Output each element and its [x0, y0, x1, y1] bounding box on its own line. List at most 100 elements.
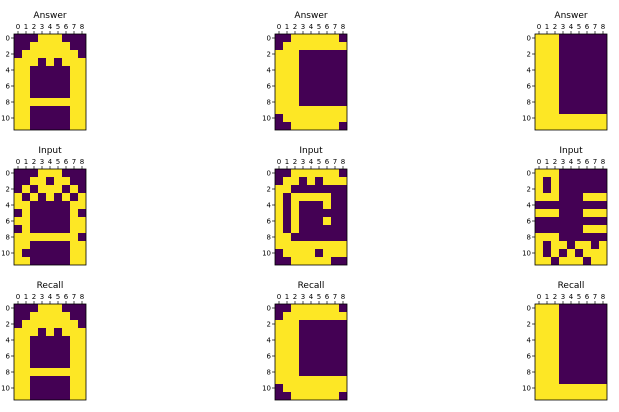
heatmap-cell: [38, 90, 46, 98]
heatmap-cell: [70, 66, 78, 74]
heatmap-cell: [599, 336, 607, 344]
heatmap-cell: [331, 193, 339, 201]
y-tick-label: 2: [527, 186, 531, 194]
heatmap-cell: [315, 201, 323, 209]
heatmap-cell: [291, 312, 299, 320]
heatmap-cell: [275, 217, 283, 225]
y-tick-label: 0: [6, 170, 10, 178]
heatmap-cell: [307, 193, 315, 201]
heatmap-cell: [599, 344, 607, 352]
heatmap-cell: [54, 352, 62, 360]
heatmap-cell: [315, 98, 323, 106]
x-tick-label: 4: [569, 158, 574, 166]
heatmap-cell: [559, 177, 567, 185]
heatmap-cell: [551, 193, 559, 201]
heatmap-cell: [70, 392, 78, 400]
heatmap-cell: [30, 42, 38, 50]
heatmap-cell: [283, 217, 291, 225]
heatmap-cell: [551, 360, 559, 368]
heatmap-cell: [559, 233, 567, 241]
heatmap-cell: [78, 217, 86, 225]
heatmap-cell: [14, 209, 22, 217]
heatmap-cell: [275, 257, 283, 265]
heatmap-cell: [315, 34, 323, 42]
heatmap-cell: [307, 225, 315, 233]
heatmap-cell: [78, 328, 86, 336]
heatmap-cell: [14, 368, 22, 376]
heatmap-cell: [559, 58, 567, 66]
heatmap-cell: [567, 376, 575, 384]
heatmap-cell: [38, 50, 46, 58]
heatmap-cell: [331, 304, 339, 312]
x-tick-label: 6: [325, 158, 330, 166]
heatmap-cell: [70, 169, 78, 177]
heatmap-cell: [307, 360, 315, 368]
heatmap-cell: [559, 82, 567, 90]
heatmap-cell: [78, 376, 86, 384]
heatmap-cell: [46, 304, 54, 312]
heatmap-cell: [70, 42, 78, 50]
heatmap-cell: [38, 320, 46, 328]
heatmap-cell: [599, 217, 607, 225]
heatmap-cell: [14, 185, 22, 193]
heatmap-cell: [275, 249, 283, 257]
y-tick-label: 8: [267, 99, 271, 107]
heatmap-cell: [535, 336, 543, 344]
heatmap-cell: [291, 392, 299, 400]
heatmap-cell: [551, 376, 559, 384]
heatmap-cell: [559, 225, 567, 233]
heatmap-cell: [46, 177, 54, 185]
heatmap-cell: [291, 90, 299, 98]
heatmap-cell: [299, 58, 307, 66]
heatmap-cell: [30, 233, 38, 241]
heatmap-cell: [575, 312, 583, 320]
heatmap-cell: [30, 328, 38, 336]
heatmap-cell: [331, 217, 339, 225]
heatmap-cell: [299, 249, 307, 257]
panel-title: Input: [38, 146, 62, 156]
heatmap-cell: [551, 201, 559, 209]
heatmap-cell: [46, 185, 54, 193]
heatmap-cell: [54, 74, 62, 82]
x-tick-label: 7: [593, 158, 597, 166]
heatmap-cell: [567, 217, 575, 225]
heatmap-cell: [283, 384, 291, 392]
heatmap-cell: [291, 34, 299, 42]
heatmap-cell: [575, 58, 583, 66]
heatmap-cell: [307, 304, 315, 312]
heatmap-cell: [14, 241, 22, 249]
heatmap-cell: [583, 122, 591, 130]
x-tick-label: 5: [56, 158, 60, 166]
heatmap-cell: [291, 217, 299, 225]
heatmap-cell: [30, 352, 38, 360]
heatmap-cell: [38, 98, 46, 106]
heatmap-cell: [54, 82, 62, 90]
heatmap-cell: [551, 225, 559, 233]
heatmap-cell: [14, 82, 22, 90]
heatmap-cell: [46, 82, 54, 90]
panel-title: Answer: [33, 11, 66, 21]
heatmap-cell: [331, 42, 339, 50]
x-tick-label: 2: [293, 293, 297, 301]
heatmap-cell: [567, 392, 575, 400]
heatmap-cell: [323, 193, 331, 201]
heatmap-cell: [46, 360, 54, 368]
heatmap-cell: [559, 336, 567, 344]
heatmap-cell: [62, 122, 70, 130]
heatmap-cell: [323, 177, 331, 185]
heatmap-cell: [535, 90, 543, 98]
heatmap-cell: [283, 352, 291, 360]
heatmap-cell: [62, 209, 70, 217]
y-tick-label: 6: [6, 218, 11, 226]
heatmap-cell: [339, 225, 347, 233]
x-tick-label: 7: [593, 293, 597, 301]
heatmap-cell: [275, 209, 283, 217]
heatmap-cell: [339, 193, 347, 201]
heatmap-cell: [559, 368, 567, 376]
heatmap-cell: [583, 320, 591, 328]
heatmap-cell: [62, 90, 70, 98]
heatmap-cell: [567, 241, 575, 249]
heatmap-cell: [283, 177, 291, 185]
heatmap-cell: [299, 98, 307, 106]
heatmap-cell: [70, 233, 78, 241]
